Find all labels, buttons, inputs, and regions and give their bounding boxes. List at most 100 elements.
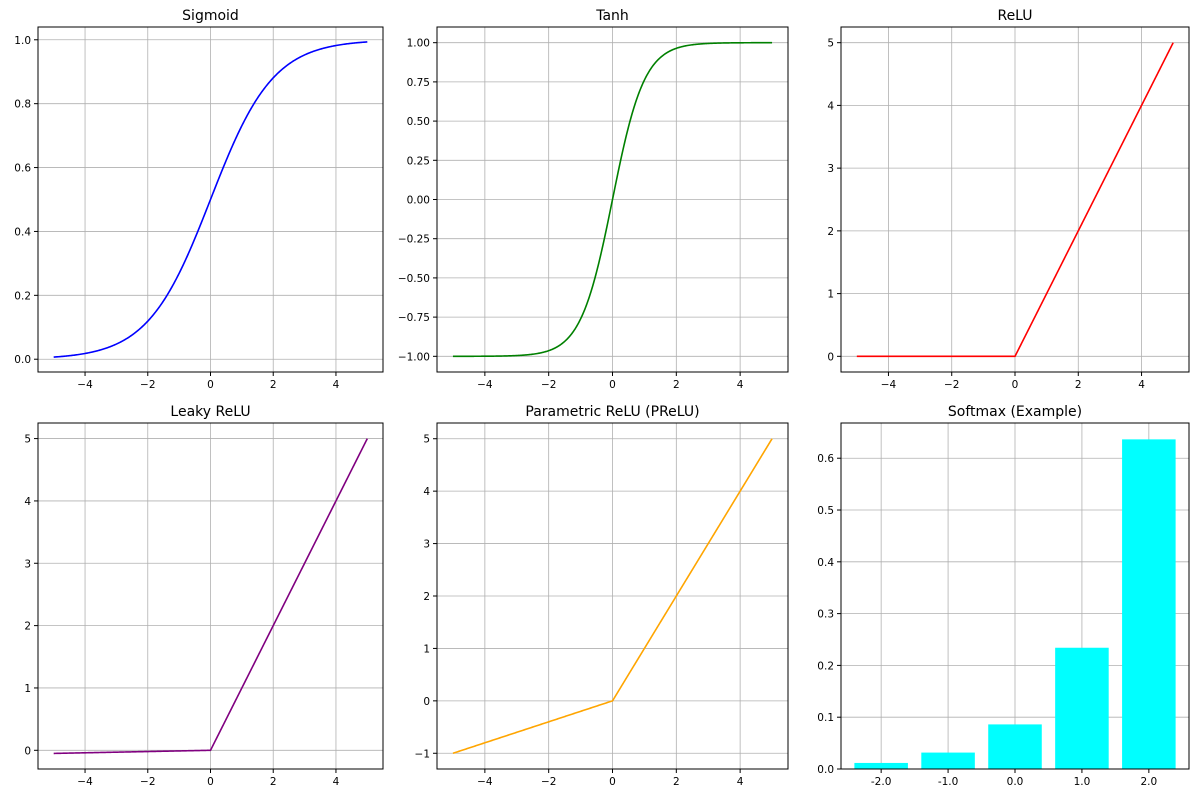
x-tick-label: 0 <box>1012 379 1019 391</box>
y-tick-label: 1 <box>423 643 430 655</box>
y-tick-label: 0.4 <box>817 557 834 569</box>
y-tick-label: 2 <box>827 226 834 238</box>
x-tick-label: 0 <box>609 776 616 788</box>
y-tick-label: 3 <box>24 558 31 570</box>
x-tick-label: 2 <box>270 776 277 788</box>
y-tick-label: 0.75 <box>407 77 430 89</box>
chart-panel-2: −4 −2 0 2 4 −1.00 −0.75 −0.50 −0.25 0.00 0.25 0.50 0… <box>398 8 789 391</box>
y-tick-label: −1.00 <box>398 351 430 363</box>
y-tick-label: 0.6 <box>14 163 31 175</box>
chart-panel-4: −4 −2 0 2 4 0 1 2 3 4 5 Leaky ReLU <box>24 404 384 788</box>
x-tick-label: 2 <box>673 776 680 788</box>
y-tick-label: 0 <box>423 696 430 708</box>
chart-panel-3: −4 −2 0 2 4 0 1 2 3 4 5 ReLU <box>827 8 1190 391</box>
x-tick-label: 2 <box>1075 379 1082 391</box>
y-tick-label: 0.00 <box>407 195 430 207</box>
x-tick-label: −4 <box>881 379 897 391</box>
series-line <box>856 42 1174 358</box>
x-tick-label: −2 <box>140 379 155 391</box>
x-tick-label: −4 <box>77 776 93 788</box>
y-tick-label: 0.1 <box>817 712 834 724</box>
x-tick-label: 0.0 <box>1007 776 1024 788</box>
y-tick-label: 3 <box>423 539 430 551</box>
bar-2.0 <box>1122 439 1176 769</box>
x-tick-label: 1.0 <box>1074 776 1091 788</box>
y-tick-label: 2 <box>423 591 430 603</box>
y-tick-label: 5 <box>24 434 31 446</box>
chart-panel-1: −4 −2 0 2 4 0.0 0.2 0.4 0.6 0.8 1.0 Sigmoid <box>14 8 384 391</box>
x-tick-label: 4 <box>333 776 340 788</box>
x-tick-label: −2 <box>541 379 556 391</box>
x-tick-label: 4 <box>737 776 744 788</box>
y-tick-label: 0.3 <box>817 609 834 621</box>
plot-frame <box>436 26 789 373</box>
y-tick-label: 0.25 <box>407 155 430 167</box>
x-tick-label: -2.0 <box>871 776 892 788</box>
x-tick-label: −2 <box>944 379 959 391</box>
y-tick-label: 5 <box>827 38 834 50</box>
y-tick-label: −0.75 <box>398 312 430 324</box>
bar-0.0 <box>988 724 1042 769</box>
x-tick-label: 0 <box>207 379 214 391</box>
x-tick-label: 2 <box>270 379 277 391</box>
chart-panel-5: −4 −2 0 2 4 −1 0 1 2 3 4 5 Parametric ReLU (PReLU) <box>415 404 789 788</box>
x-tick-label: 4 <box>737 379 744 391</box>
y-tick-label: 0.8 <box>14 99 31 111</box>
plot-frame <box>436 422 789 770</box>
y-tick-label: 2 <box>24 621 31 633</box>
plot-frame <box>37 26 384 373</box>
y-tick-label: 0 <box>24 745 31 757</box>
y-tick-label: 0.5 <box>817 505 834 517</box>
series-line <box>53 438 369 755</box>
x-tick-label: 2.0 <box>1140 776 1157 788</box>
x-tick-label: 4 <box>333 379 340 391</box>
chart-title: Sigmoid <box>182 8 239 24</box>
y-tick-label: 0.0 <box>817 764 834 776</box>
bar--2.0 <box>854 762 908 769</box>
x-tick-label: 0 <box>207 776 214 788</box>
x-tick-label: −4 <box>477 379 493 391</box>
chart-panel-6: -2.0 -1.0 0.0 1.0 2.0 0.0 0.1 0.2 0.3 0.4 0.5 0.6 So… <box>817 404 1190 788</box>
chart-title: Leaky ReLU <box>170 404 250 420</box>
x-tick-label: −2 <box>541 776 556 788</box>
y-tick-label: 0.50 <box>407 116 430 128</box>
series-line <box>53 41 368 358</box>
x-tick-label: −4 <box>77 379 93 391</box>
y-tick-label: 3 <box>827 163 834 175</box>
y-tick-label: 0.6 <box>817 453 834 465</box>
y-tick-label: 4 <box>24 496 31 508</box>
x-tick-label: −4 <box>477 776 493 788</box>
x-tick-label: -1.0 <box>938 776 959 788</box>
y-tick-label: 1.00 <box>407 38 430 50</box>
y-tick-label: 0 <box>827 351 834 363</box>
y-tick-label: 0.4 <box>14 226 31 238</box>
x-tick-label: 4 <box>1138 379 1145 391</box>
y-tick-label: 1.0 <box>14 35 31 47</box>
y-tick-label: 0.0 <box>14 354 31 366</box>
plot-frame <box>840 26 1190 373</box>
chart-title: Parametric ReLU (PReLU) <box>525 404 699 420</box>
y-tick-label: 1 <box>24 683 31 695</box>
x-tick-label: −2 <box>140 776 155 788</box>
y-tick-label: 1 <box>827 289 834 301</box>
y-tick-label: −0.25 <box>398 234 430 246</box>
y-tick-label: 5 <box>423 434 430 446</box>
plot-frame <box>840 422 1190 770</box>
bar--1.0 <box>921 752 975 769</box>
chart-title: ReLU <box>997 8 1032 24</box>
y-tick-label: 0.2 <box>14 290 31 302</box>
x-tick-label: 0 <box>609 379 616 391</box>
x-tick-label: 2 <box>673 379 680 391</box>
y-tick-label: 4 <box>827 100 834 112</box>
y-tick-label: −0.50 <box>398 273 430 285</box>
y-tick-label: 4 <box>423 486 430 498</box>
series-line <box>452 41 773 358</box>
y-tick-label: −1 <box>415 748 430 760</box>
plot-frame <box>37 422 384 770</box>
bar-1.0 <box>1055 647 1109 769</box>
y-tick-label: 0.2 <box>817 660 834 672</box>
series-line <box>452 438 773 755</box>
chart-title: Softmax (Example) <box>948 404 1082 420</box>
chart-title: Tanh <box>595 8 629 24</box>
